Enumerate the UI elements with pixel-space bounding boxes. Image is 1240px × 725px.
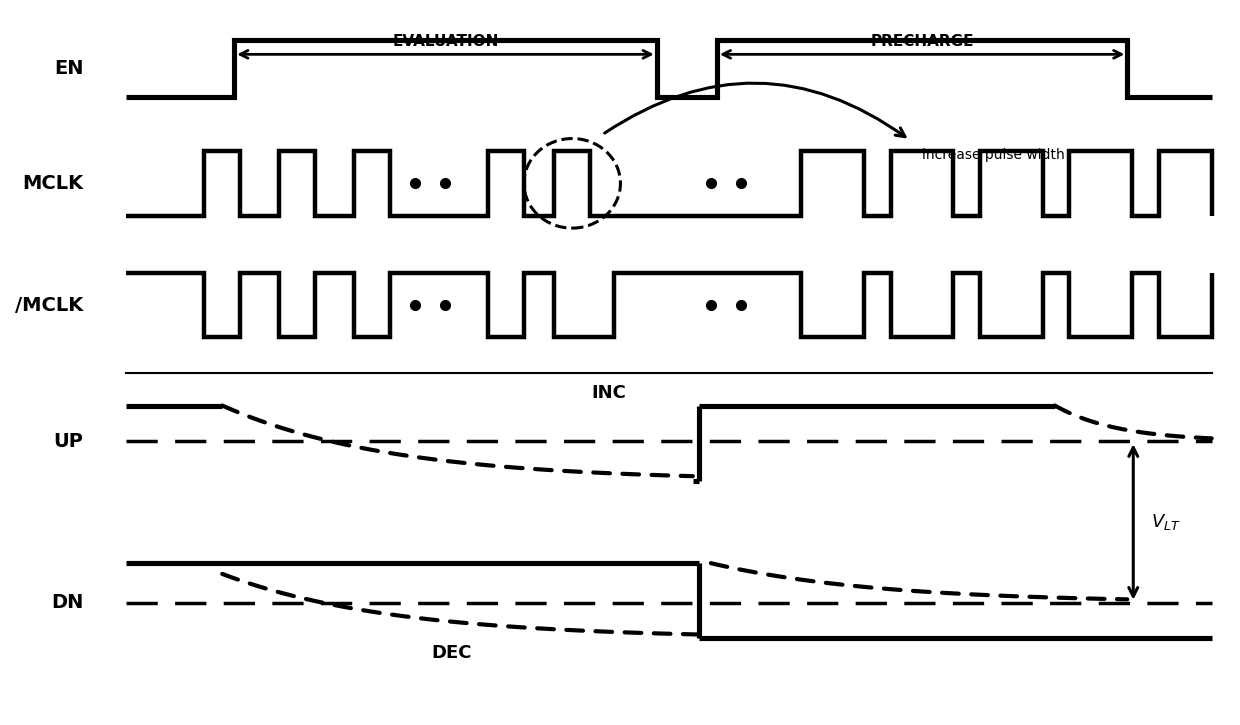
Text: MCLK: MCLK — [22, 174, 83, 193]
Text: DN: DN — [51, 593, 83, 612]
Text: DEC: DEC — [432, 644, 471, 662]
Text: $\it{V}_{LT}$: $\it{V}_{LT}$ — [1152, 512, 1182, 532]
Text: /MCLK: /MCLK — [15, 296, 83, 315]
Text: EVALUATION: EVALUATION — [392, 33, 498, 49]
Text: EN: EN — [55, 59, 83, 78]
Text: INC: INC — [591, 384, 626, 402]
Text: PRECHARGE: PRECHARGE — [870, 33, 973, 49]
Text: UP: UP — [53, 432, 83, 451]
Text: increase pulse width: increase pulse width — [923, 147, 1065, 162]
